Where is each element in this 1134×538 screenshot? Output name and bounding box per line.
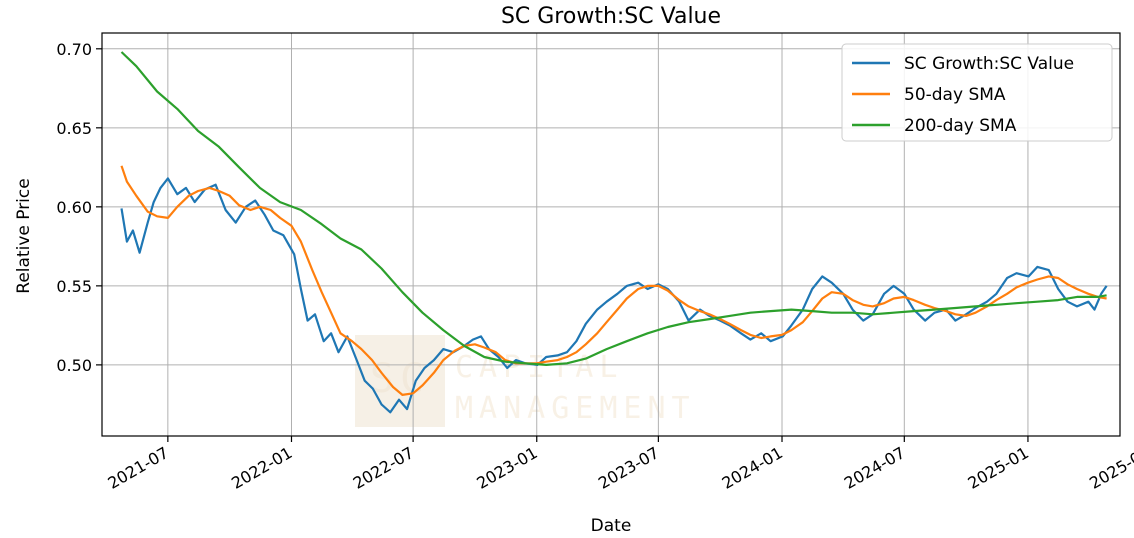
x-tick-label: 2022-07 [350,443,417,493]
plot-frame [101,32,1121,437]
x-tick-label: 2024-01 [719,443,786,493]
y-tick-label: 0.60 [56,198,92,217]
x-tick-label: 2025-01 [965,443,1032,493]
legend-label: SC Growth:SC Value [904,54,1074,74]
y-axis-label: Relative Price [14,178,34,293]
legend-box [841,43,1113,142]
y-tick-label: 0.65 [56,119,92,138]
x-tick-label: 2024-07 [841,443,908,493]
x-tick-label: 2025-07 [1086,443,1134,493]
y-tick-label: 0.50 [56,356,92,375]
y-tick-label: 0.55 [56,277,92,296]
x-tick-label: 2022-01 [228,443,295,493]
series-line-200-day-sma [120,51,1107,366]
legend: SC Growth:SC Value 50-day SMA 200-day SMA [841,43,1113,142]
y-tick-label: 0.70 [56,40,92,59]
x-axis-label: Date [591,516,632,536]
series-line-sc-growth-sc-value [120,177,1108,414]
watermark-monogram-box [355,335,445,427]
series-line-50-day-sma [120,165,1107,396]
watermark-logo: SC CAPITAL MANAGEMENT [355,335,696,427]
legend-label: 200-day SMA [904,116,1017,136]
legend-label: 50-day SMA [904,85,1006,105]
series-lines [120,51,1108,414]
chart-title: SC Growth:SC Value [501,4,721,29]
watermark-monogram: SC [370,356,430,402]
x-tick-label: 2023-07 [595,443,662,493]
x-tick-label: 2021-07 [104,443,171,493]
x-tick-label: 2023-01 [473,443,540,493]
watermark-line2: MANAGEMENT [455,391,696,426]
